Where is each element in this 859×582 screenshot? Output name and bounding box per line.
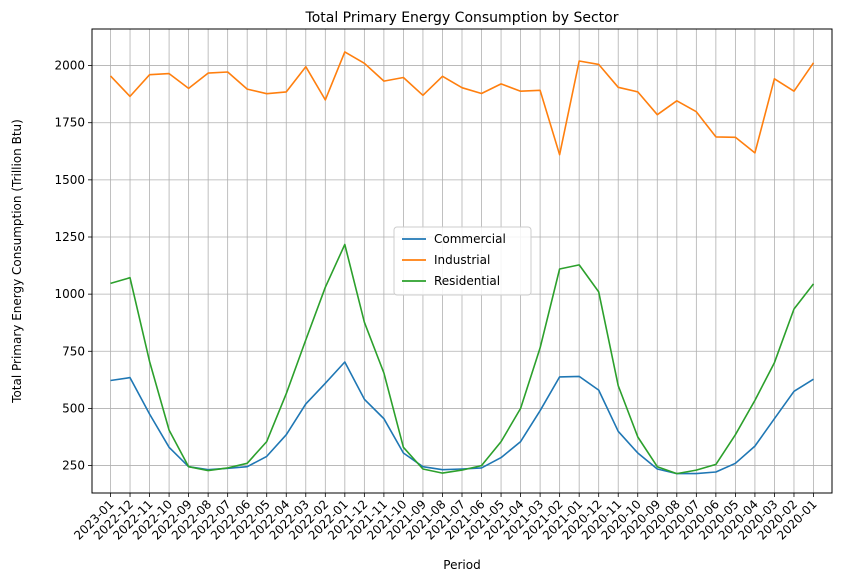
y-tick-label: 750 <box>62 344 85 358</box>
legend: Commercial Industrial Residential <box>393 226 532 296</box>
y-tick-label: 1500 <box>54 173 85 187</box>
y-axis-label: Total Primary Energy Consumption (Trilli… <box>10 119 24 404</box>
series-line-residential <box>110 243 815 475</box>
y-tick-label: 1750 <box>54 116 85 130</box>
y-tick-label: 1250 <box>54 230 85 244</box>
legend-label-commercial: Commercial <box>434 232 506 246</box>
series-lines <box>109 51 815 475</box>
chart-title: Total Primary Energy Consumption by Sect… <box>305 10 619 26</box>
y-tick-label: 500 <box>62 401 85 415</box>
legend-box <box>393 226 532 296</box>
legend-label-residential: Residential <box>434 274 500 288</box>
grid <box>92 29 832 493</box>
series-line-industrial <box>109 51 815 156</box>
y-axis: 250 500 750 1000 1250 1500 1750 2000 <box>54 59 92 473</box>
x-axis-label: Period <box>443 558 480 572</box>
y-tick-label: 2000 <box>54 59 85 73</box>
legend-label-industrial: Industrial <box>434 253 490 267</box>
y-tick-label: 1000 <box>54 287 85 301</box>
y-tick-label: 250 <box>62 459 85 473</box>
